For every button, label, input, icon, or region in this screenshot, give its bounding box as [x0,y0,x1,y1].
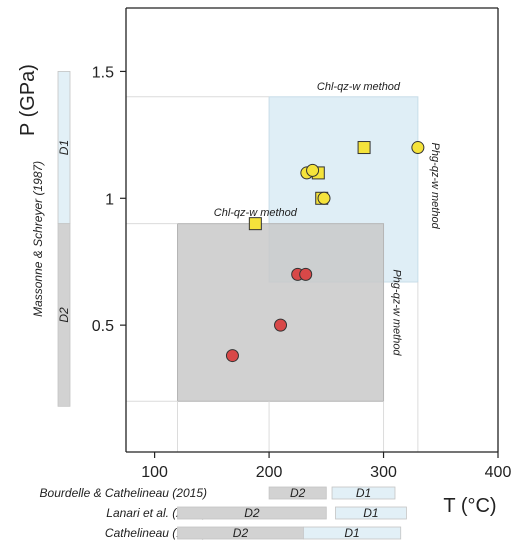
yellow-circle-point [306,163,320,177]
horizontal-bar-segment [303,526,402,540]
red-circle-point [299,267,313,281]
horizontal-bar-segment-label: D1 [363,506,378,520]
horizontal-bar-segment [268,486,327,500]
vertical-bar-reference-label: Massonne & Schreyer (1987) [31,161,45,317]
chl-qz-w-region-low [177,223,385,402]
x-tick-label: 400 [485,464,512,481]
horizontal-bar-segment-label: D2 [244,506,260,520]
square-point-marker [248,217,262,231]
horizontal-bar-segment-label: D2 [233,526,249,540]
annotations-layer: Chl-qz-w method Chl-qz-w method Phg-qz-w m… [214,81,441,357]
horizontal-bar-segment [331,486,396,500]
horizontal-bar-reference-label: Bourdelle & Cathelineau (2015) [40,486,207,500]
yellow-circle-point [411,141,425,155]
horizontal-bar-segment [177,506,327,520]
points-layer [225,141,425,363]
yellow-circle-point [317,191,331,205]
vertical-range-bar: D1 D2 Massonne & Schreyer (1987) [31,71,71,407]
vertical-bar-segment-label: D1 [57,140,71,155]
plot-frame-layer [125,7,499,453]
horizontal-bar-segment-label: D2 [290,486,306,500]
square-point-marker [357,141,371,155]
y-tick-label: 1 [105,191,114,208]
x-tick-label: 300 [370,464,397,481]
chl-qz-w-label: Chl-qz-w method [317,81,401,93]
x-tick-label: 200 [256,464,283,481]
y-tick-label: 1.5 [92,64,114,81]
x-tick-label: 100 [141,464,168,481]
vertical-bar-segment [57,223,71,407]
y-tick-label: 0.5 [92,318,114,335]
horizontal-bar-segment-label: D1 [344,526,359,540]
phg-qz-w-label: Phg-qz-w method [391,269,403,356]
ticks-layer: 100 200 300 400 0.5 1 1.5 [92,64,512,481]
horizontal-bar-segment [335,506,407,520]
x-axis-title: T (°C) [443,495,496,517]
y-axis-title: P (GPa) [17,64,39,136]
red-circle-point [274,318,288,332]
horizontal-bar-segment-label: D1 [356,486,371,500]
phg-qz-w-label: Phg-qz-w method [429,142,441,229]
red-circle-point [225,349,239,363]
regions-layer [126,96,419,452]
chl-qz-w-label: Chl-qz-w method [214,207,298,219]
horizontal-range-bars: Bourdelle & Cathelineau (2015) D2 D1Lanari… [40,486,407,540]
vertical-bar-segment-label: D2 [57,307,71,323]
